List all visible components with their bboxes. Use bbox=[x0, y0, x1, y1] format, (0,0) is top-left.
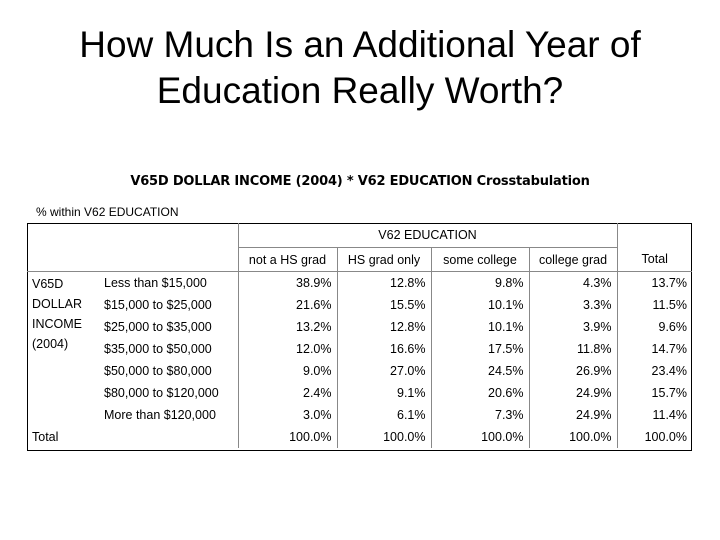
table-cell: 100.0% bbox=[616, 426, 692, 448]
table-cell: 16.6% bbox=[336, 338, 431, 360]
table-cell: 9.6% bbox=[616, 316, 692, 338]
table-cell: 4.3% bbox=[528, 271, 617, 294]
table-cell: 15.7% bbox=[616, 382, 692, 404]
table-cell: 20.6% bbox=[430, 382, 529, 404]
row-label: $35,000 to $50,000 bbox=[104, 342, 212, 356]
table-cell: 10.1% bbox=[430, 294, 529, 316]
row-label: Less than $15,000 bbox=[99, 271, 238, 294]
table-cell: 17.5% bbox=[430, 338, 529, 360]
col-header-total: Total bbox=[616, 247, 692, 272]
table-cell: 10.1% bbox=[430, 316, 529, 338]
table-cell: 100.0% bbox=[336, 426, 431, 448]
table-cell: 100.0% bbox=[528, 426, 617, 448]
table-row: $25,000 to $35,000 13.2% 12.8% 10.1% 3.9… bbox=[27, 316, 692, 338]
table-cell: 100.0% bbox=[237, 426, 337, 448]
table-cell: 9.0% bbox=[237, 360, 337, 382]
row-label: $15,000 to $25,000 bbox=[104, 298, 212, 312]
table-cell: 21.6% bbox=[237, 294, 337, 316]
row-label: More than $120,000 bbox=[104, 408, 216, 422]
table-cell: 6.1% bbox=[336, 404, 431, 426]
table-cell: 100.0% bbox=[430, 426, 529, 448]
col-header-not-hs-grad: not a HS grad bbox=[237, 247, 337, 272]
slide-title: How Much Is an Additional Year of Educat… bbox=[0, 22, 720, 114]
table-cell: 27.0% bbox=[336, 360, 431, 382]
col-header-some-college: some college bbox=[430, 247, 529, 272]
col-header-hs-grad-only: HS grad only bbox=[336, 247, 431, 272]
table-cell: 26.9% bbox=[528, 360, 617, 382]
total-row: Total 100.0% 100.0% 100.0% 100.0% 100.0% bbox=[27, 426, 692, 448]
total-label: Total bbox=[32, 430, 59, 444]
table-cell: 24.9% bbox=[528, 382, 617, 404]
table-cell: 12.8% bbox=[336, 271, 431, 294]
row-variable-line: INCOME bbox=[32, 317, 82, 331]
crosstab-subtitle: % within V62 EDUCATION bbox=[36, 205, 179, 219]
table-cell: 9.1% bbox=[336, 382, 431, 404]
table-row: $35,000 to $50,000 12.0% 16.6% 17.5% 11.… bbox=[27, 338, 692, 360]
table-cell: 3.9% bbox=[528, 316, 617, 338]
header-blank bbox=[616, 223, 692, 248]
table-cell: 2.4% bbox=[237, 382, 337, 404]
table-cell: 11.4% bbox=[616, 404, 692, 426]
row-variable-line: (2004) bbox=[32, 337, 69, 351]
table-cell: 3.3% bbox=[528, 294, 617, 316]
table-cell: 24.5% bbox=[430, 360, 529, 382]
table-cell: 13.2% bbox=[237, 316, 337, 338]
row-variable-line: DOLLAR bbox=[32, 297, 83, 311]
table-cell: 12.8% bbox=[336, 316, 431, 338]
row-variable-line: V65D bbox=[32, 277, 64, 291]
table-cell: 23.4% bbox=[616, 360, 692, 382]
row-label: $25,000 to $35,000 bbox=[104, 320, 212, 334]
table-cell: 11.8% bbox=[528, 338, 617, 360]
table-cell: 24.9% bbox=[528, 404, 617, 426]
table-row: $80,000 to $120,000 2.4% 9.1% 20.6% 24.9… bbox=[27, 382, 692, 404]
table-cell: 38.9% bbox=[237, 271, 337, 294]
table-row: $50,000 to $80,000 9.0% 27.0% 24.5% 26.9… bbox=[27, 360, 692, 382]
crosstab-title: V65D DOLLAR INCOME (2004) * V62 EDUCATIO… bbox=[130, 174, 590, 189]
table-cell: 14.7% bbox=[616, 338, 692, 360]
header-row-group: V62 EDUCATION bbox=[27, 223, 692, 248]
table-cell: 15.5% bbox=[336, 294, 431, 316]
table-cell: 7.3% bbox=[430, 404, 529, 426]
table-cell: 13.7% bbox=[616, 271, 692, 294]
header-corner bbox=[27, 223, 238, 272]
header-row-columns: not a HS grad HS grad only some college … bbox=[27, 247, 692, 272]
table-row: V65D DOLLAR INCOME (2004) Less than $15,… bbox=[27, 271, 692, 426]
row-label: $50,000 to $80,000 bbox=[104, 364, 212, 378]
row-variable-label: V65D DOLLAR INCOME (2004) bbox=[27, 271, 99, 426]
slide-title-line-1: How Much Is an Additional Year of bbox=[79, 24, 641, 65]
table-cell: 9.8% bbox=[430, 271, 529, 294]
row-label: $80,000 to $120,000 bbox=[104, 386, 219, 400]
crosstab-table: V62 EDUCATION not a HS grad HS grad only… bbox=[27, 223, 692, 448]
col-header-college-grad: college grad bbox=[528, 247, 617, 272]
table-row: $15,000 to $25,000 21.6% 15.5% 10.1% 3.3… bbox=[27, 294, 692, 316]
table-row: More than $120,000 3.0% 6.1% 7.3% 24.9% … bbox=[27, 404, 692, 426]
table-cell: 12.0% bbox=[237, 338, 337, 360]
slide-title-line-2: Education Really Worth? bbox=[156, 70, 564, 111]
table-cell: 11.5% bbox=[616, 294, 692, 316]
col-group-header: V62 EDUCATION bbox=[237, 223, 617, 248]
table-cell: 3.0% bbox=[237, 404, 337, 426]
